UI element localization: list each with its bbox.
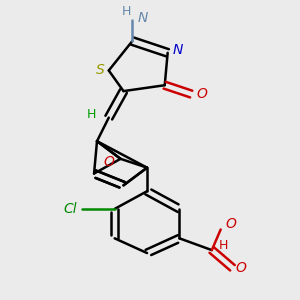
Text: Cl: Cl — [64, 202, 77, 216]
Text: O: O — [226, 217, 236, 231]
Text: N: N — [137, 11, 148, 25]
Text: O: O — [196, 87, 207, 101]
Text: O: O — [236, 261, 247, 275]
Text: S: S — [96, 64, 104, 77]
Text: N: N — [173, 43, 183, 57]
Text: H: H — [219, 239, 228, 252]
Text: O: O — [103, 155, 114, 169]
Text: H: H — [86, 108, 96, 121]
Text: H: H — [122, 5, 131, 18]
